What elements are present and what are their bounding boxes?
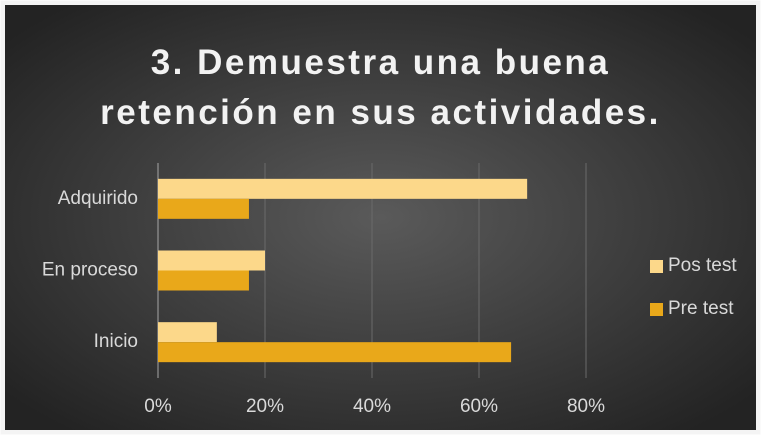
y-tick-label: En proceso xyxy=(42,260,138,281)
bar xyxy=(158,342,512,363)
bar xyxy=(158,178,528,199)
chart-title: 3. Demuestra una buena retención en sus … xyxy=(100,43,661,132)
legend-label: Pre test xyxy=(668,298,734,319)
bar xyxy=(158,250,265,271)
y-tick-label: Inicio xyxy=(94,331,138,352)
bar xyxy=(158,198,249,219)
legend-label: Pos test xyxy=(668,255,737,276)
legend-swatch xyxy=(650,260,663,273)
y-tick-label: Adquirido xyxy=(58,188,138,209)
x-tick-label: 20% xyxy=(246,396,284,417)
legend-swatch xyxy=(650,303,663,316)
x-tick-label: 60% xyxy=(460,396,498,417)
x-tick-label: 80% xyxy=(567,396,605,417)
x-tick-label: 40% xyxy=(353,396,391,417)
x-tick-label: 0% xyxy=(144,396,172,417)
bar xyxy=(158,270,249,291)
bar xyxy=(158,322,217,343)
